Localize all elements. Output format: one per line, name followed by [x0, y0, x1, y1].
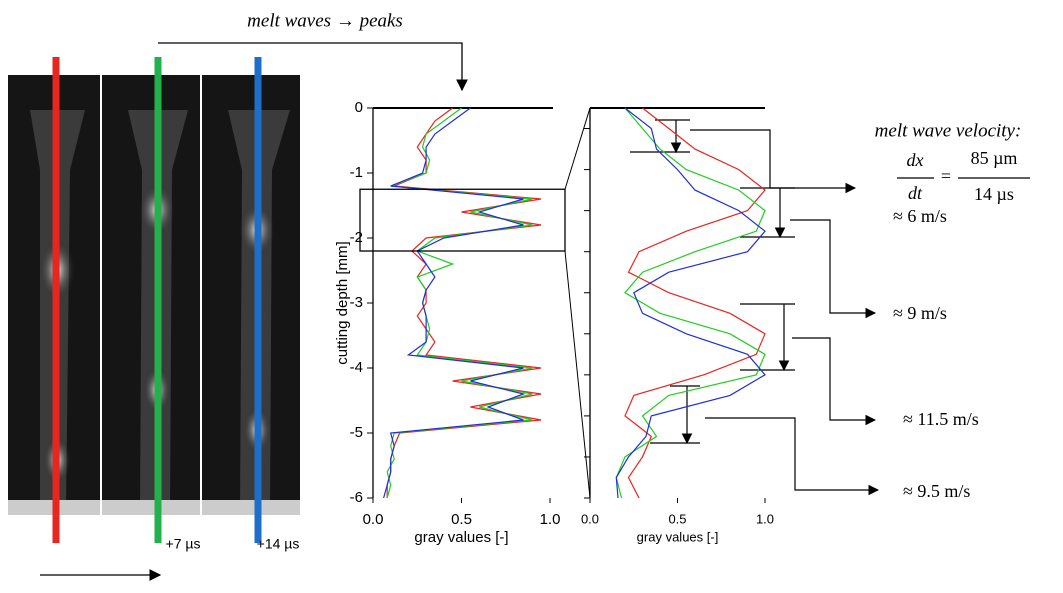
annotation: dx — [907, 150, 924, 170]
y-tick-label: -1 — [350, 164, 363, 181]
equals: = — [941, 166, 951, 186]
y-tick-label: -4 — [350, 359, 363, 376]
x-tick-label: 0.5 — [451, 511, 472, 528]
profile-line — [386, 107, 533, 499]
x-tick-label: 1.0 — [756, 511, 774, 526]
annotation: +7 µs — [166, 536, 201, 552]
zoom-box — [359, 188, 566, 252]
velocity-arrows — [630, 119, 1030, 496]
y-tick-label: -3 — [350, 294, 363, 311]
y-tick-label: -5 — [350, 424, 363, 441]
zoom-link — [564, 250, 591, 499]
y-tick-label: -2 — [350, 229, 363, 246]
x-tick-label: 1.0 — [540, 511, 561, 528]
x-tick-label: 0.0 — [581, 511, 599, 526]
profile-line — [615, 107, 766, 499]
y-tick-label: 0 — [355, 99, 363, 116]
annotation: ≈ 9 m/s — [893, 303, 947, 323]
profile-line — [624, 107, 766, 499]
profile-line — [383, 107, 526, 499]
annotation: melt waves → peaks — [247, 10, 403, 31]
annotation: ≈ 9.5 m/s — [903, 481, 970, 501]
x-axis-label: gray values [-] — [637, 529, 719, 544]
x-tick-label: 0.0 — [363, 511, 384, 528]
camera-frames — [8, 57, 300, 543]
profile-line — [615, 107, 766, 499]
peaks-arrow — [158, 42, 468, 92]
annotation: ≈ 11.5 m/s — [903, 409, 979, 429]
x-axis-label: gray values [-] — [414, 529, 508, 546]
zoom-link — [564, 107, 591, 190]
annotation: ≈ 6 m/s — [893, 206, 947, 226]
profile-line — [386, 107, 542, 498]
y-tick-label: -6 — [350, 489, 363, 506]
annotation: 14 µs — [974, 184, 1014, 204]
y-axis-label: cutting depth [mm] — [334, 241, 351, 364]
annotation: dt — [908, 183, 923, 203]
x-tick-label: 0.5 — [668, 511, 686, 526]
annotation: melt wave velocity: — [875, 120, 1022, 141]
annotation: 85 µm — [971, 148, 1018, 168]
annotation: +14 µs — [257, 536, 300, 552]
